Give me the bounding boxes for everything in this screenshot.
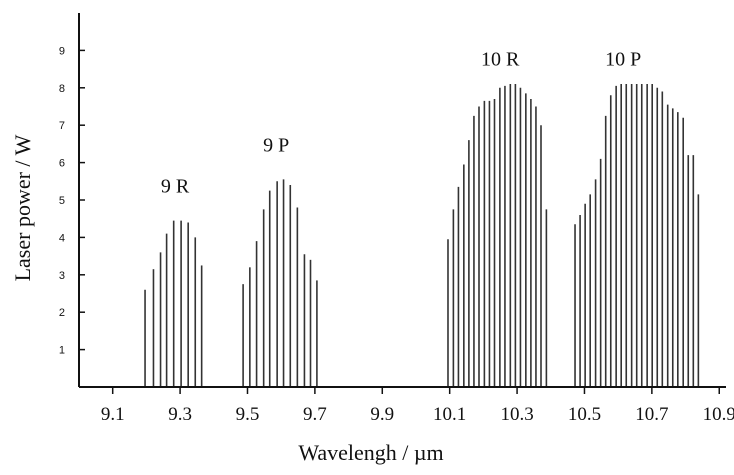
y-tick-label: 6 xyxy=(59,158,65,170)
y-tick-label: 2 xyxy=(59,307,65,319)
y-tick-label: 1 xyxy=(59,345,65,357)
y-axis-title: Laser power / W xyxy=(10,134,35,281)
x-tick-label: 9.3 xyxy=(168,404,192,425)
x-tick-label: 10.7 xyxy=(635,404,668,425)
x-tick-label: 9.7 xyxy=(303,404,327,425)
y-tick-label: 7 xyxy=(59,120,65,132)
x-axis-title: Wavelengh / µm xyxy=(298,440,443,465)
y-ticks-layer: 1 2 3 4 5 6 7 8 9 xyxy=(59,45,85,357)
x-tick-label: 9.1 xyxy=(101,404,125,425)
x-tick-label: 10.5 xyxy=(568,404,601,425)
x-tick-label: 9.5 xyxy=(236,404,260,425)
x-tick-label: 10.9 xyxy=(703,404,734,425)
y-tick-label: 8 xyxy=(59,83,65,95)
y-tick-label: 4 xyxy=(59,232,65,244)
x-tick-label: 10.1 xyxy=(433,404,466,425)
band-label: 10 R xyxy=(481,48,520,70)
x-ticks-layer: 9.1 9.3 9.5 9.7 9.9 10.1 10.3 10.5 10.7 10.9 xyxy=(101,387,734,425)
band-label: 9 R xyxy=(161,176,190,198)
y-tick-label: 3 xyxy=(59,270,65,282)
annotations-layer: 9 R 9 P 10 R 10 P xyxy=(161,48,641,197)
bars-layer xyxy=(144,84,700,387)
y-tick-label: 5 xyxy=(59,195,65,207)
y-tick-label: 9 xyxy=(59,45,65,57)
band-label: 10 P xyxy=(605,48,641,70)
x-tick-label: 10.3 xyxy=(500,404,533,425)
band-label: 9 P xyxy=(263,134,289,156)
x-tick-label: 9.9 xyxy=(370,404,394,425)
